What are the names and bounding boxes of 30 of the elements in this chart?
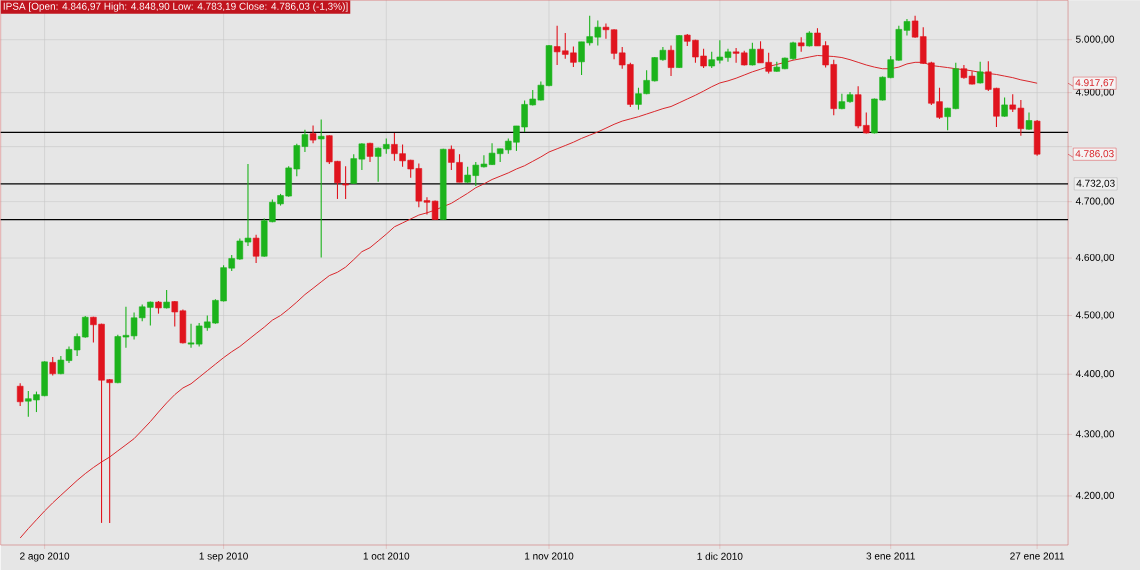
ref-line-label: 4.732,03 bbox=[1076, 179, 1115, 189]
y-tick-label: 4.400,00 bbox=[1075, 370, 1115, 379]
candlestick bbox=[1001, 96, 1008, 118]
candlestick bbox=[317, 118, 325, 258]
y-tick-label: 4.500,00 bbox=[1075, 311, 1115, 320]
candlestick bbox=[252, 234, 260, 264]
chart-title: IPSA [Open: 4.846,97 High: 4.848,90 Low: 4.783,19 Close: 4.786,03 (-1,3%)] bbox=[3, 2, 348, 12]
y-tick-label: 4.700,00 bbox=[1075, 197, 1115, 206]
x-tick-label: 1 oct 2010 bbox=[363, 552, 410, 560]
x-tick-label: 1 dic 2010 bbox=[697, 552, 743, 560]
x-tick-label: 2 ago 2010 bbox=[20, 552, 70, 562]
x-tick-label: 27 ene 2011 bbox=[1010, 552, 1065, 560]
text: 4.917,67 bbox=[1075, 79, 1114, 88]
x-tick-label: 1 nov 2010 bbox=[525, 552, 574, 560]
x-tick-label: 3 ene 2011 bbox=[866, 552, 915, 560]
candlestick bbox=[16, 382, 24, 407]
candlestick bbox=[309, 124, 317, 144]
y-tick-label: 5.000,00 bbox=[1075, 35, 1115, 44]
candlestick bbox=[163, 289, 170, 310]
text: 4.786,03 bbox=[1075, 150, 1114, 159]
candlestick bbox=[749, 42, 756, 67]
candlestick bbox=[342, 165, 349, 200]
y-tick-label: 4.600,00 bbox=[1075, 253, 1115, 263]
y-tick-label: 4.900,00 bbox=[1075, 88, 1115, 97]
y-tick-label: 4.200,00 bbox=[1075, 491, 1115, 501]
y-tick-label: 4.300,00 bbox=[1075, 430, 1115, 439]
candlestick bbox=[49, 356, 56, 377]
candlestick bbox=[667, 45, 675, 77]
candlestick bbox=[976, 61, 984, 85]
x-tick-label: 1 sep 2010 bbox=[199, 552, 248, 562]
